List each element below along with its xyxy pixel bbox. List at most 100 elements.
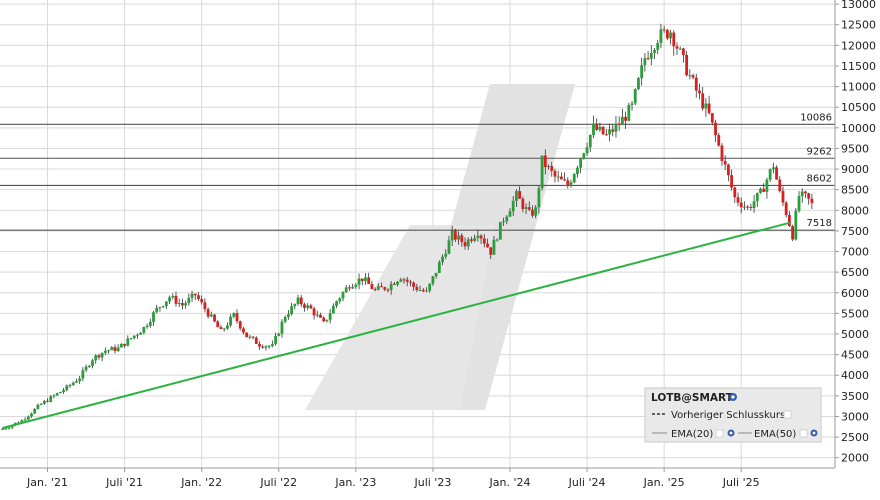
candle-body: [412, 282, 416, 287]
candle-body: [1, 428, 4, 430]
ema50-toggle[interactable]: [799, 429, 808, 438]
candle-body: [707, 103, 711, 114]
candle-body: [755, 192, 759, 202]
candle-body: [328, 313, 332, 320]
candle-body: [171, 295, 175, 298]
candle-body: [559, 176, 563, 180]
gear-icon[interactable]: [729, 393, 737, 401]
x-tick-label: Juli '21: [105, 476, 143, 489]
candle-body: [749, 206, 753, 209]
candle-body: [473, 237, 477, 241]
candle-body: [277, 333, 281, 336]
candle-body: [466, 239, 470, 247]
candle-body: [418, 289, 422, 291]
candle-body: [81, 370, 85, 379]
candle-body: [254, 337, 258, 344]
candle-body: [222, 328, 226, 330]
candle-body: [119, 343, 123, 348]
candle-body: [752, 201, 756, 209]
trend-line: [2, 221, 791, 429]
candle-body: [94, 355, 98, 361]
candle-body: [743, 206, 746, 208]
candle-body: [804, 191, 807, 194]
candle-body: [364, 277, 367, 282]
y-tick-label: 9500: [841, 142, 869, 155]
candle-body: [315, 314, 319, 316]
candle-body: [286, 314, 290, 317]
candle-body: [168, 297, 171, 302]
candle-body: [354, 284, 358, 287]
candle-body: [791, 226, 795, 240]
candle-body: [225, 325, 229, 329]
candle-body: [723, 160, 727, 165]
ema50-gear-icon[interactable]: [810, 429, 818, 437]
candle-body: [187, 297, 191, 304]
y-tick-labels: 2000 2500 3000 3500 4000 4500 5000 5500 6000 6500…: [835, 0, 876, 465]
candle-body: [585, 147, 589, 154]
candle-body: [717, 135, 721, 146]
candle-body: [624, 116, 628, 121]
candle-body: [283, 316, 287, 322]
candle-body: [216, 321, 220, 328]
candle-body: [524, 207, 528, 209]
candle-body: [457, 235, 461, 240]
candle-body: [778, 179, 782, 191]
candle-body: [527, 207, 531, 210]
candle-body: [653, 49, 656, 53]
candle-body: [389, 283, 393, 291]
candle-body: [482, 238, 486, 244]
candle-body: [290, 306, 294, 315]
candle-body: [367, 277, 371, 284]
candle-body: [155, 307, 159, 313]
y-tick-label: 5000: [841, 328, 869, 341]
candle-body: [351, 286, 355, 289]
candles: [1, 23, 814, 430]
candle-body: [49, 396, 53, 402]
candle-body: [633, 89, 637, 104]
candle-body: [274, 335, 277, 345]
candle-body: [267, 345, 271, 347]
candle-body: [415, 286, 419, 291]
candle-body: [399, 279, 403, 282]
candle-body: [595, 123, 599, 130]
ema20-toggle[interactable]: [715, 429, 724, 438]
candle-body: [174, 295, 178, 304]
prev-close-toggle[interactable]: [783, 410, 792, 419]
level-label: 8602: [807, 173, 832, 184]
y-tick-label: 10000: [841, 122, 876, 135]
candle-body: [649, 52, 653, 59]
y-tick-label: 3000: [841, 410, 869, 423]
candle-body: [213, 314, 216, 322]
candle-body: [373, 289, 377, 291]
candle-body: [325, 319, 329, 322]
candle-body: [145, 325, 149, 327]
candle-body: [335, 301, 338, 306]
candle-body: [338, 298, 342, 302]
candle-body: [492, 239, 496, 255]
candle-body: [453, 230, 457, 240]
candle-body: [7, 427, 11, 429]
candle-body: [132, 335, 136, 339]
ema20-gear-icon[interactable]: [727, 429, 735, 437]
candle-body: [781, 190, 785, 203]
candle-body: [643, 58, 647, 66]
candle-body: [238, 321, 242, 329]
candle-body: [360, 278, 364, 282]
candle-body: [322, 317, 326, 322]
candle-body: [110, 347, 114, 351]
candle-body: [441, 256, 444, 262]
candle-body: [142, 326, 146, 333]
candle-body: [508, 211, 512, 217]
candle-body: [280, 321, 284, 334]
candle-body: [694, 77, 698, 91]
candle-body: [103, 350, 107, 353]
candle-body: [303, 304, 306, 308]
candle-body: [264, 346, 268, 348]
candle-body: [425, 290, 428, 292]
y-tick-label: 11500: [841, 60, 876, 73]
candle-body: [775, 167, 778, 180]
y-tick-label: 12000: [841, 39, 876, 52]
candle-body: [344, 287, 348, 293]
candle-body: [688, 75, 692, 77]
